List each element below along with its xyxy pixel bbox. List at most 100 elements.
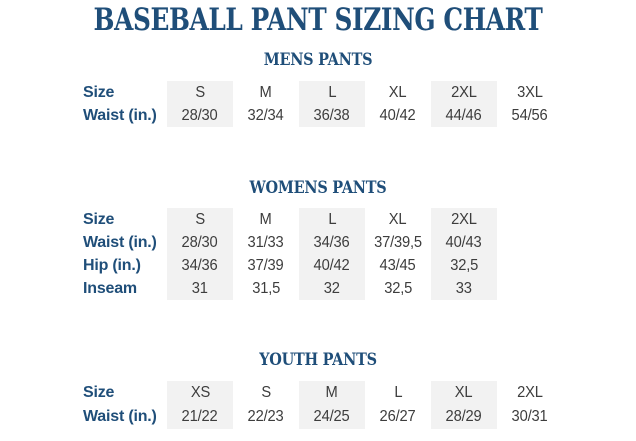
hip-value: 37/39 <box>248 256 284 274</box>
hip-cell: 37/39 <box>233 254 299 277</box>
row-label-text: Size <box>83 384 115 401</box>
waist-cell: 26/27 <box>365 405 431 429</box>
size-cell: L <box>299 208 365 231</box>
size-cell: XL <box>365 208 431 231</box>
size-value: 2XL <box>517 384 543 401</box>
waist-value: 28/29 <box>446 408 482 425</box>
size-cell: M <box>299 381 365 405</box>
size-value: S <box>195 83 205 101</box>
size-value: XS <box>190 384 210 401</box>
size-value: M <box>325 384 339 401</box>
waist-cell: 28/30 <box>167 231 233 254</box>
row-label-inseam: Inseam <box>83 277 167 300</box>
inseam-cell: 31,5 <box>233 277 299 300</box>
size-value: 3XL <box>517 83 543 101</box>
waist-value: 34/36 <box>314 233 350 251</box>
waist-cell: 36/38 <box>299 104 365 127</box>
size-value: 2XL <box>451 83 477 101</box>
waist-cell: 21/22 <box>167 405 233 429</box>
size-cell: L <box>365 381 431 405</box>
size-cell: XS <box>167 381 233 405</box>
hip-cell: 40/42 <box>299 254 365 277</box>
waist-cell: 30/31 <box>497 405 563 429</box>
waist-cell: 32/34 <box>233 104 299 127</box>
row-label-text: Waist (in.) <box>83 408 157 425</box>
waist-cell: 24/25 <box>299 405 365 429</box>
row-label-waist: Waist (in.) <box>83 104 167 127</box>
waist-cell: 28/30 <box>167 104 233 127</box>
section-heading-womens: WOMENS PANTS <box>249 178 387 198</box>
waist-value: 54/56 <box>512 106 548 124</box>
size-value: XL <box>389 210 407 228</box>
size-value: M <box>259 210 273 228</box>
waist-value: 26/27 <box>380 408 416 425</box>
row-label-waist: Waist (in.) <box>83 405 167 429</box>
inseam-value: 31 <box>191 279 209 297</box>
row-label-size: Size <box>83 81 167 104</box>
hip-value: 34/36 <box>182 256 218 274</box>
size-cell: S <box>167 81 233 104</box>
size-value: L <box>327 83 336 101</box>
row-label-text: Waist (in.) <box>83 106 157 124</box>
row-label-text: Waist (in.) <box>83 233 157 251</box>
size-cell: 3XL <box>497 81 563 104</box>
waist-cell: 54/56 <box>497 104 563 127</box>
row-label-text: Size <box>83 210 115 228</box>
size-value: XL <box>389 83 407 101</box>
size-cell: XL <box>431 381 497 405</box>
waist-value: 40/42 <box>380 106 416 124</box>
inseam-value: 32 <box>323 279 341 297</box>
size-cell: L <box>299 81 365 104</box>
size-cell: M <box>233 81 299 104</box>
womens-sizing-table: Size S M L XL 2XL Waist (in.) 28/30 31/3… <box>83 208 497 300</box>
size-value: S <box>195 210 205 228</box>
waist-cell: 40/42 <box>365 104 431 127</box>
waist-value: 36/38 <box>314 106 350 124</box>
inseam-cell: 32,5 <box>365 277 431 300</box>
size-value: M <box>259 83 273 101</box>
waist-cell: 34/36 <box>299 231 365 254</box>
waist-value: 24/25 <box>314 408 350 425</box>
size-cell: 2XL <box>431 81 497 104</box>
waist-cell: 44/46 <box>431 104 497 127</box>
waist-value: 37/39,5 <box>374 233 422 251</box>
section-heading-youth: YOUTH PANTS <box>259 350 377 370</box>
waist-value: 30/31 <box>512 408 548 425</box>
size-value: S <box>261 384 271 401</box>
waist-cell: 40/43 <box>431 231 497 254</box>
youth-sizing-table: Size XS S M L XL 2XL Waist (in.) 21/22 2… <box>83 381 563 429</box>
inseam-cell: 31 <box>167 277 233 300</box>
size-value: L <box>393 384 402 401</box>
hip-cell: 43/45 <box>365 254 431 277</box>
row-label-text: Inseam <box>83 279 137 297</box>
size-cell: M <box>233 208 299 231</box>
size-value: L <box>327 210 336 228</box>
waist-value: 21/22 <box>182 408 218 425</box>
size-cell: XL <box>365 81 431 104</box>
size-cell: S <box>167 208 233 231</box>
hip-cell: 34/36 <box>167 254 233 277</box>
mens-sizing-table: Size S M L XL 2XL 3XL Waist (in.) 28/30 … <box>83 81 563 127</box>
inseam-cell: 33 <box>431 277 497 300</box>
waist-value: 32/34 <box>248 106 284 124</box>
waist-cell: 28/29 <box>431 405 497 429</box>
hip-value: 43/45 <box>380 256 416 274</box>
inseam-value: 33 <box>455 279 473 297</box>
waist-cell: 31/33 <box>233 231 299 254</box>
row-label-waist: Waist (in.) <box>83 231 167 254</box>
waist-value: 28/30 <box>182 106 218 124</box>
waist-value: 22/23 <box>248 408 284 425</box>
row-label-size: Size <box>83 381 167 405</box>
row-label-text: Size <box>83 83 115 101</box>
inseam-value: 31,5 <box>252 279 280 297</box>
page-title: BASEBALL PANT SIZING CHART <box>93 2 543 38</box>
size-value: 2XL <box>451 210 477 228</box>
size-cell: 2XL <box>431 208 497 231</box>
row-label-hip: Hip (in.) <box>83 254 167 277</box>
inseam-cell: 32 <box>299 277 365 300</box>
inseam-value: 32,5 <box>384 279 412 297</box>
hip-value: 40/42 <box>314 256 350 274</box>
waist-value: 28/30 <box>182 233 218 251</box>
size-cell: 2XL <box>497 381 563 405</box>
waist-value: 31/33 <box>248 233 284 251</box>
